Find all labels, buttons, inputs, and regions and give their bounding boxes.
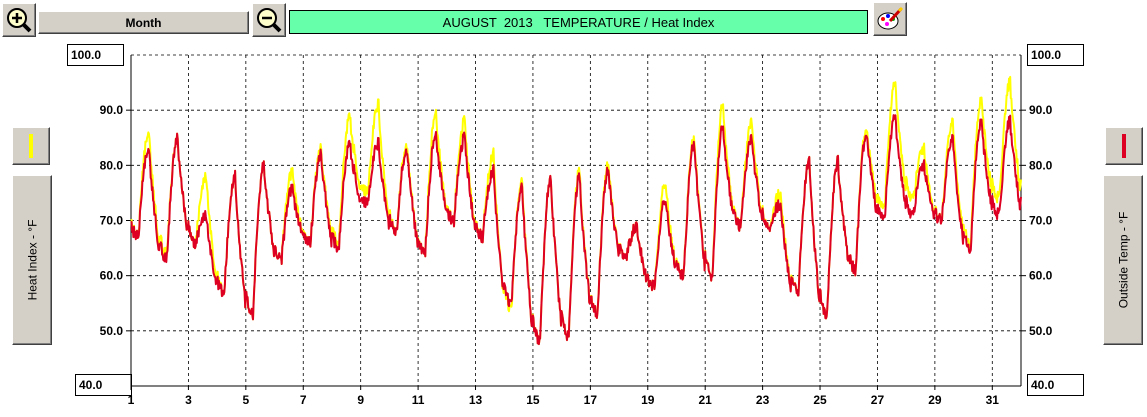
x-tick-label: 15 — [526, 393, 540, 407]
heat-index-series-line — [130, 75, 1022, 346]
y-tick-label-right: 70.0 — [1029, 214, 1053, 228]
heat-index-swatch — [29, 134, 33, 158]
x-tick-label: 9 — [357, 393, 364, 407]
y-tick-label-right: 90.0 — [1029, 103, 1053, 117]
outside-temp-swatch — [1122, 134, 1126, 158]
x-tick-label: 23 — [756, 393, 770, 407]
zoom-in-button[interactable] — [2, 3, 36, 37]
chart-title: AUGUST 2013 TEMPERATURE / Heat Index — [289, 10, 868, 34]
x-tick-label: 27 — [871, 393, 885, 407]
left-top-scale[interactable]: 100.0 — [67, 44, 124, 66]
color-settings-button[interactable] — [873, 2, 907, 36]
heat-index-legend-button[interactable] — [12, 127, 50, 165]
outside-temp-legend-button[interactable] — [1105, 127, 1143, 165]
x-tick-label: 29 — [928, 393, 942, 407]
outside-temp-series-line — [130, 114, 1022, 346]
outside-temp-color-swatch-icon — [1122, 134, 1126, 158]
x-tick-label: 19 — [641, 393, 655, 407]
x-tick-label: 5 — [242, 393, 249, 407]
y-tick-label-left: 80.0 — [100, 158, 124, 172]
left-axis-label-button[interactable]: Heat Index - °F — [12, 175, 52, 345]
y-tick-label-left: 70.0 — [100, 214, 124, 228]
paint-palette-icon — [877, 6, 904, 30]
x-tick-label: 13 — [469, 393, 483, 407]
x-tick-label: 25 — [813, 393, 827, 407]
x-tick-label: 1 — [128, 393, 135, 407]
right-bottom-scale[interactable]: 40.0 — [1027, 374, 1084, 396]
heat-index-color-swatch-icon — [29, 134, 33, 158]
y-tick-label-right: 80.0 — [1029, 158, 1053, 172]
y-tick-label-right: 50.0 — [1029, 324, 1053, 338]
x-tick-label: 21 — [699, 393, 713, 407]
right-top-scale[interactable]: 100.0 — [1027, 44, 1084, 66]
x-tick-label: 3 — [185, 393, 192, 407]
period-label: Month — [125, 15, 162, 30]
y-tick-label-left: 60.0 — [100, 269, 124, 283]
y-tick-label-right: 60.0 — [1029, 269, 1053, 283]
right-axis-label-button[interactable]: Outside Temp - °F — [1103, 175, 1143, 345]
x-tick-label: 31 — [986, 393, 1000, 407]
zoom-out-magnifier-icon — [257, 8, 282, 33]
zoom-in-magnifier-icon — [7, 8, 32, 33]
x-tick-label: 11 — [412, 393, 425, 407]
period-button[interactable]: Month — [38, 11, 249, 34]
x-tick-label: 7 — [300, 393, 307, 407]
y-tick-label-left: 50.0 — [100, 324, 124, 338]
zoom-out-button[interactable] — [252, 3, 286, 37]
y-tick-label-left: 90.0 — [100, 103, 124, 117]
x-tick-label: 17 — [584, 393, 598, 407]
